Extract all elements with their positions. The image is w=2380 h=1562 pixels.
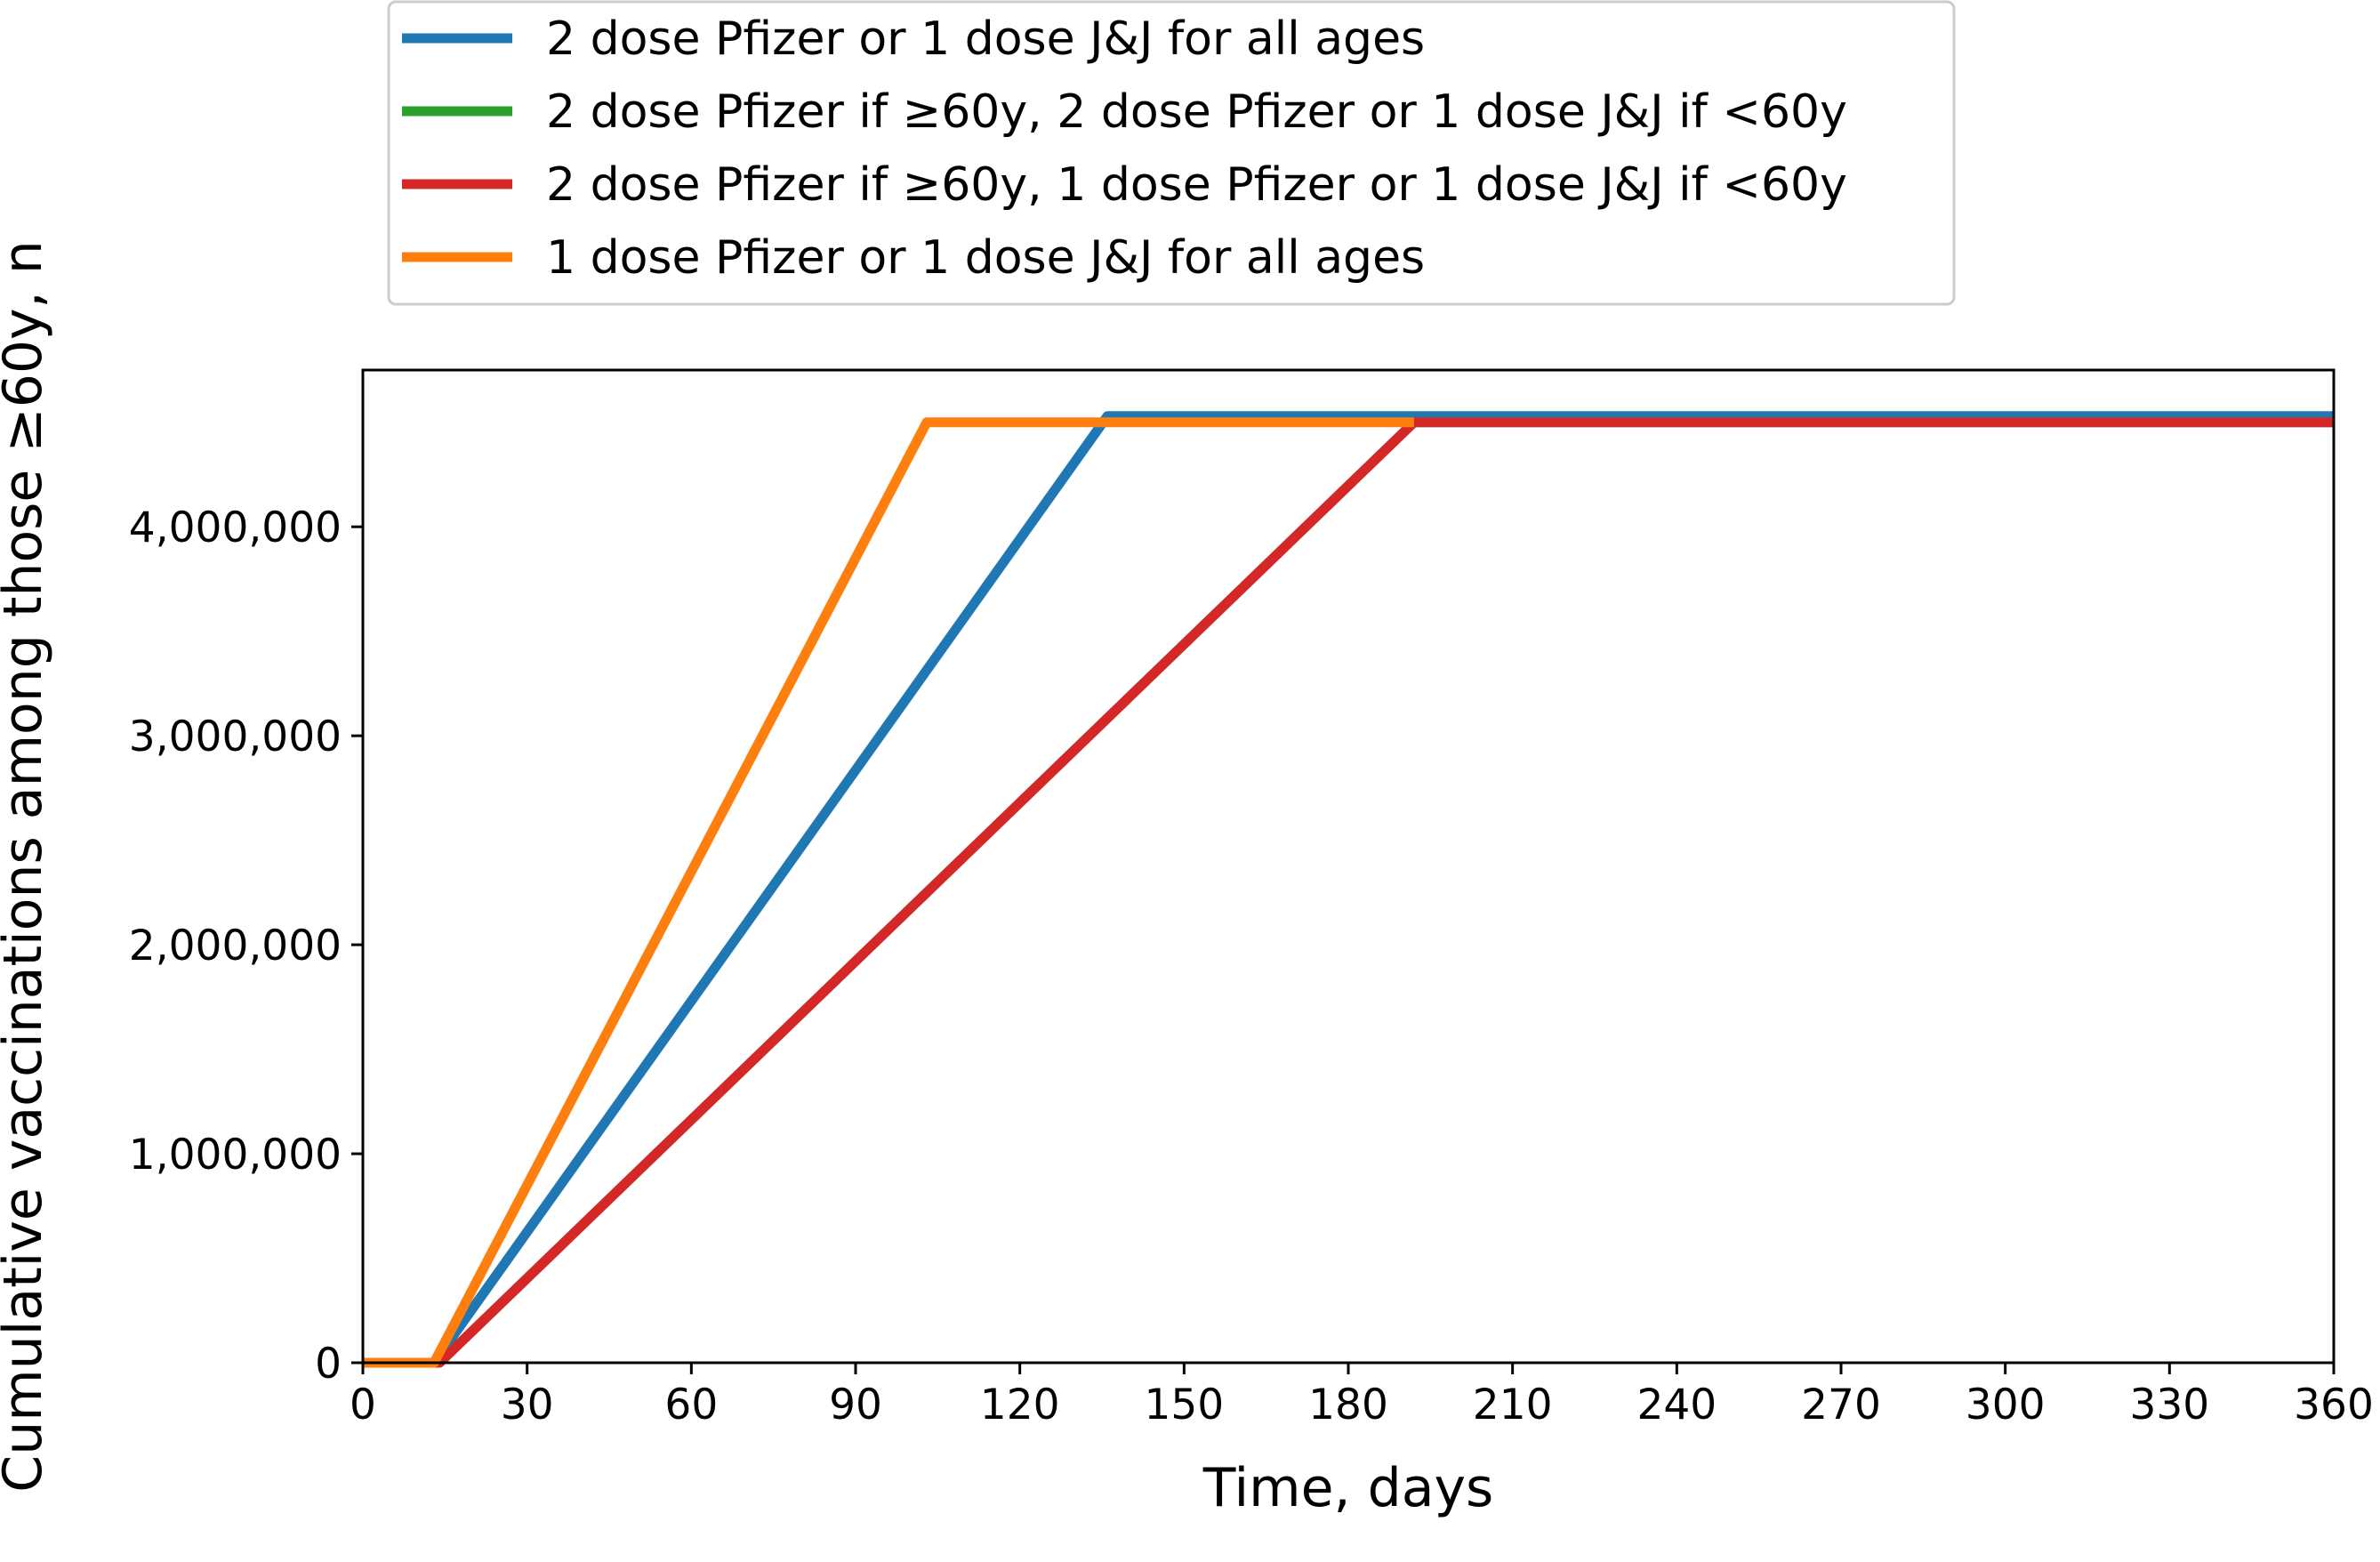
x-tick-label: 90	[829, 1381, 882, 1429]
series-lines	[363, 411, 2334, 1368]
x-tick-label: 180	[1308, 1381, 1388, 1429]
y-tick-label: 4,000,000	[129, 503, 342, 552]
x-tick-label: 270	[1801, 1381, 1881, 1429]
legend-items: 2 dose Pfizer or 1 dose J&J for all ages…	[402, 12, 1847, 285]
y-axis-ticks: 0 1,000,000 2,000,000 3,000,000 4,000,000	[129, 503, 363, 1389]
legend-label-4: 1 dose Pfizer or 1 dose J&J for all ages	[546, 231, 1425, 285]
x-tick-label: 360	[2294, 1381, 2374, 1429]
x-tick-label: 0	[350, 1381, 376, 1429]
series-line-3	[363, 417, 2334, 1368]
legend: 2 dose Pfizer or 1 dose J&J for all ages…	[387, 0, 1956, 306]
series-line-2	[363, 417, 2334, 1368]
x-tick-label: 30	[501, 1381, 554, 1429]
x-tick-label: 120	[980, 1381, 1060, 1429]
y-axis-title: Cumulative vaccinations among those ≥60y…	[0, 240, 54, 1492]
series-line-1	[363, 411, 2334, 1368]
x-axis-title: Time, days	[1202, 1457, 1494, 1519]
legend-label-3: 2 dose Pfizer if ≥60y, 1 dose Pfizer or …	[546, 158, 1847, 212]
y-tick-label: 1,000,000	[129, 1131, 342, 1180]
y-tick-label: 3,000,000	[129, 713, 342, 761]
y-tick-label: 2,000,000	[129, 922, 342, 970]
x-tick-label: 210	[1473, 1381, 1553, 1429]
x-tick-label: 330	[2129, 1381, 2209, 1429]
series-line-4	[363, 417, 1414, 1368]
x-tick-label: 150	[1144, 1381, 1224, 1429]
legend-frame	[387, 0, 1956, 306]
x-axis-ticks: 0 30 60 90 120 150 180 210 240 270 300 330 360	[350, 1363, 2374, 1429]
legend-label-1: 2 dose Pfizer or 1 dose J&J for all ages	[546, 12, 1425, 66]
plot-frame	[361, 368, 2336, 1365]
legend-label-2: 2 dose Pfizer if ≥60y, 2 dose Pfizer or …	[546, 85, 1847, 139]
x-tick-label: 300	[1966, 1381, 2046, 1429]
x-tick-label: 240	[1636, 1381, 1717, 1429]
y-tick-label: 0	[315, 1340, 342, 1389]
x-tick-label: 60	[664, 1381, 718, 1429]
